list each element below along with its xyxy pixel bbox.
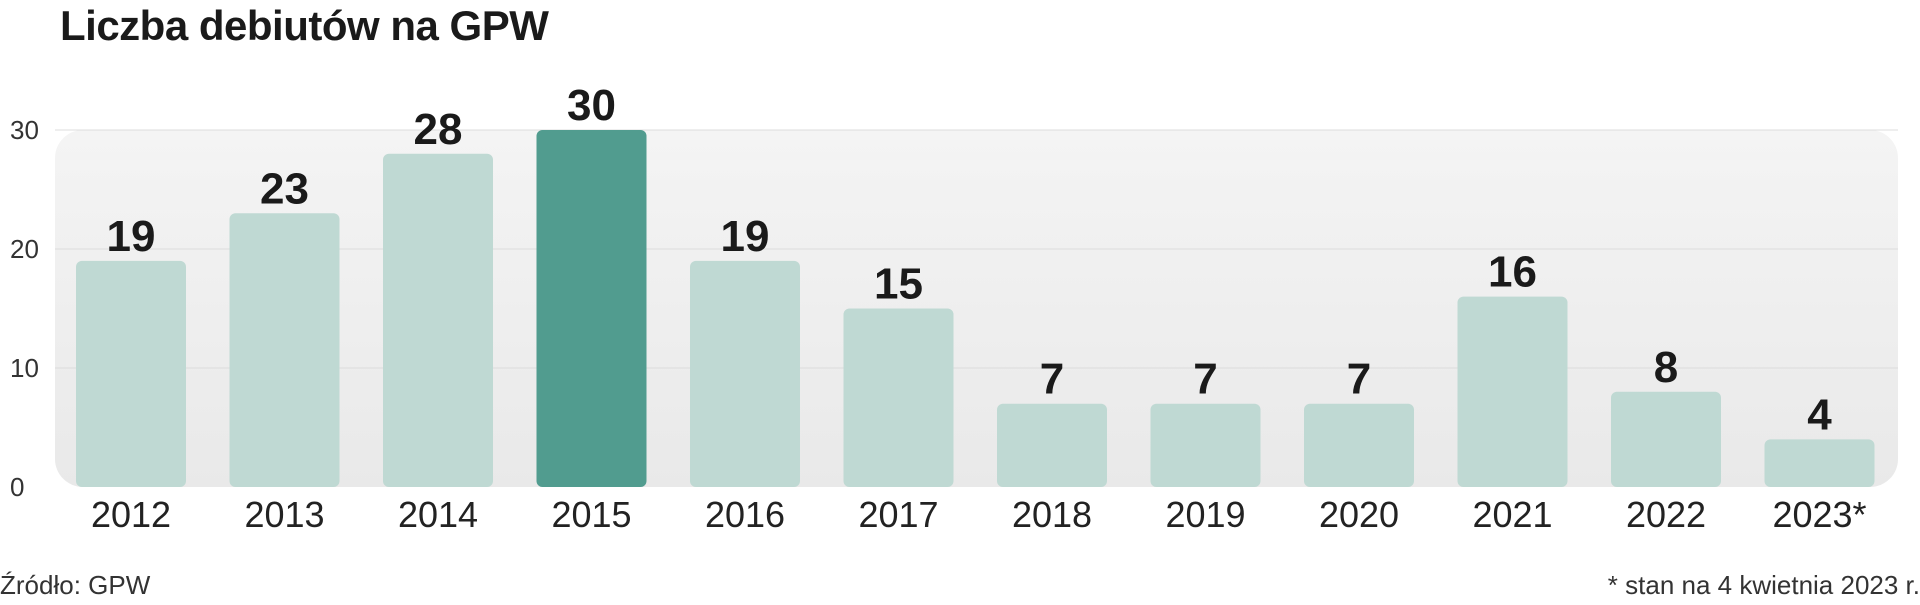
source-note: Źródło: GPW [0,570,151,600]
x-category-label: 2017 [858,494,938,535]
bars [76,130,1875,488]
data-labels: 19 23 28 30 19 15 7 7 7 16 8 4 [107,81,1833,439]
bar-2017 [843,308,954,487]
x-category-label: 2016 [705,494,785,535]
bar-2014 [383,153,493,488]
bar-2022 [1611,391,1721,487]
x-category-label: 2019 [1165,494,1245,535]
x-category-label: 2014 [398,494,478,535]
x-category-label: 2023* [1772,494,1866,535]
x-category-label: 2021 [1472,494,1552,535]
x-category-label: 2013 [244,494,324,535]
data-label: 4 [1807,390,1832,439]
x-category-label: 2012 [91,494,171,535]
y-tick-label: 0 [10,472,24,502]
data-label: 7 [1193,355,1217,404]
chart-title: Liczba debiutów na GPW [60,2,549,49]
data-label: 28 [414,105,463,154]
bar-2020 [1304,403,1414,487]
data-label: 15 [874,260,923,309]
data-label: 30 [567,81,616,130]
data-label: 7 [1347,355,1371,404]
bar-2023 [1764,439,1875,487]
y-tick-label: 10 [10,353,39,383]
plot-area [55,130,1898,487]
footnote: * stan na 4 kwietnia 2023 r. [1607,570,1920,600]
y-axis: 0 10 20 30 [10,115,39,502]
x-category-label: 2020 [1319,494,1399,535]
x-category-label: 2015 [551,494,631,535]
bar-2015 [536,130,647,487]
data-label: 8 [1654,343,1678,392]
data-label: 19 [721,212,770,261]
bar-2012 [76,260,186,487]
x-axis: 2012 2013 2014 2015 2016 2017 2018 2019 2020 2021… [91,494,1867,535]
x-category-label: 2022 [1626,494,1706,535]
bar-2018 [997,403,1107,487]
gridlines [55,129,1898,369]
x-category-label: 2018 [1012,494,1092,535]
data-label: 16 [1488,248,1537,297]
y-tick-label: 20 [10,234,39,264]
data-label: 23 [260,164,309,213]
bar-2013 [229,213,340,488]
bar-2019 [1150,403,1261,487]
data-label: 7 [1040,355,1064,404]
bar-2016 [690,260,800,487]
y-tick-label: 30 [10,115,39,145]
bar-2021 [1457,296,1568,487]
data-label: 19 [107,212,156,261]
